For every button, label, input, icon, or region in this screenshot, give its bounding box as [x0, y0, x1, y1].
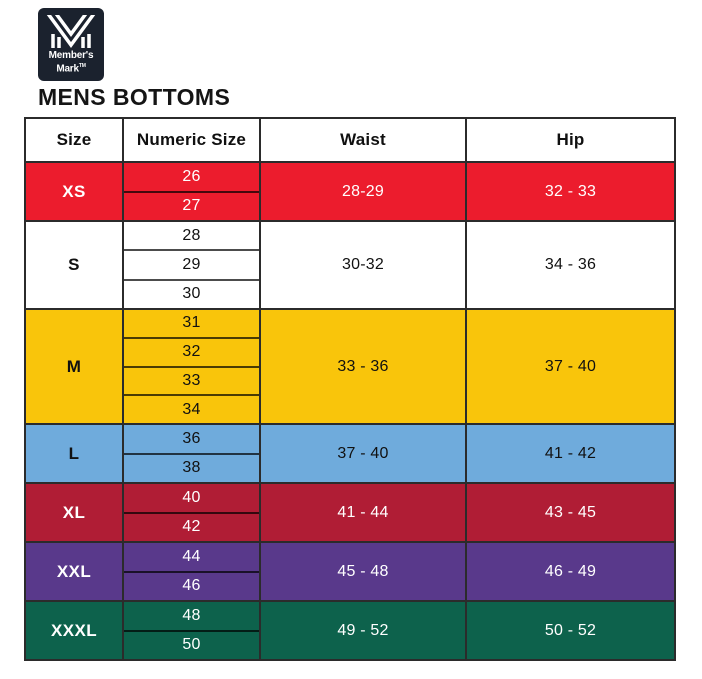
numeric-size-value: 46 [124, 570, 259, 601]
numeric-size-cell: 36 38 [122, 425, 259, 482]
numeric-size-cell: 48 50 [122, 602, 259, 659]
size-row-xxxl: XXXL 48 50 49 - 52 50 - 52 [26, 600, 674, 659]
members-mark-m-icon [46, 15, 96, 48]
members-mark-wordmark: Member's MarkTM [49, 50, 94, 74]
size-label: XXXL [50, 620, 97, 640]
hip-range-cell: 46 - 49 [465, 543, 674, 600]
wordmark-line2: MarkTM [56, 63, 86, 75]
size-label: M [66, 356, 82, 376]
waist-range-cell: 37 - 40 [259, 425, 465, 482]
size-label: XS [62, 181, 86, 201]
size-row-xxl: XXL 44 46 45 - 48 46 - 49 [26, 541, 674, 600]
numeric-size-value: 32 [124, 336, 259, 366]
size-label: L [68, 443, 80, 463]
hip-range-cell: 43 - 45 [465, 484, 674, 541]
numeric-size-cell: 31 32 33 34 [122, 310, 259, 423]
numeric-size-value: 33 [124, 365, 259, 395]
size-row-xs: XS 26 27 28-29 32 - 33 [26, 161, 674, 220]
waist-range-cell: 28-29 [259, 163, 465, 220]
numeric-size-value: 34 [124, 394, 259, 423]
trademark-symbol: TM [78, 63, 86, 69]
numeric-size-value: 36 [182, 429, 201, 447]
numeric-size-value: 48 [182, 606, 201, 624]
hip-range-cell: 34 - 36 [465, 222, 674, 308]
hip-range-cell: 32 - 33 [465, 163, 674, 220]
numeric-size-value: 44 [182, 547, 201, 565]
size-row-m: M 31 32 33 34 33 - 36 37 - 40 [26, 308, 674, 423]
column-header-numeric-size: Numeric Size [122, 119, 259, 161]
size-label: XL [62, 502, 86, 522]
numeric-size-cell: 44 46 [122, 543, 259, 600]
waist-range-cell: 30-32 [259, 222, 465, 308]
numeric-size-value: 27 [124, 190, 259, 221]
numeric-size-value: 30 [124, 278, 259, 308]
size-chart-table: Size Numeric Size Waist Hip XS 26 27 28-29 32 - … [24, 117, 676, 661]
waist-range-cell: 33 - 36 [259, 310, 465, 423]
size-row-s: S 28 29 30 30-32 34 - 36 [26, 220, 674, 308]
waist-range-cell: 45 - 48 [259, 543, 465, 600]
size-label: S [68, 255, 80, 274]
numeric-size-value: 31 [182, 314, 201, 332]
numeric-size-cell: 28 29 30 [122, 222, 259, 308]
waist-range-cell: 49 - 52 [259, 602, 465, 659]
numeric-size-value: 29 [124, 249, 259, 278]
size-row-l: L 36 38 37 - 40 41 - 42 [26, 423, 674, 482]
waist-range-cell: 41 - 44 [259, 484, 465, 541]
column-header-waist: Waist [259, 119, 465, 161]
wordmark-line1: Member's [48, 50, 94, 61]
numeric-size-value: 38 [124, 452, 259, 483]
numeric-size-value: 28 [182, 226, 201, 244]
numeric-size-cell: 40 42 [122, 484, 259, 541]
hip-range-cell: 41 - 42 [465, 425, 674, 482]
numeric-size-value: 40 [182, 488, 201, 506]
numeric-size-value: 26 [182, 167, 201, 185]
numeric-size-value: 42 [124, 511, 259, 542]
column-header-size: Size [26, 119, 122, 161]
size-row-xl: XL 40 42 41 - 44 43 - 45 [26, 482, 674, 541]
numeric-size-value: 50 [124, 629, 259, 660]
table-header-row: Size Numeric Size Waist Hip [26, 119, 674, 161]
column-header-hip: Hip [465, 119, 674, 161]
hip-range-cell: 37 - 40 [465, 310, 674, 423]
members-mark-logo: Member's MarkTM [38, 8, 104, 81]
size-label: XXL [56, 561, 92, 581]
hip-range-cell: 50 - 52 [465, 602, 674, 659]
page-title: MENS BOTTOMS [38, 84, 231, 110]
numeric-size-cell: 26 27 [122, 163, 259, 220]
